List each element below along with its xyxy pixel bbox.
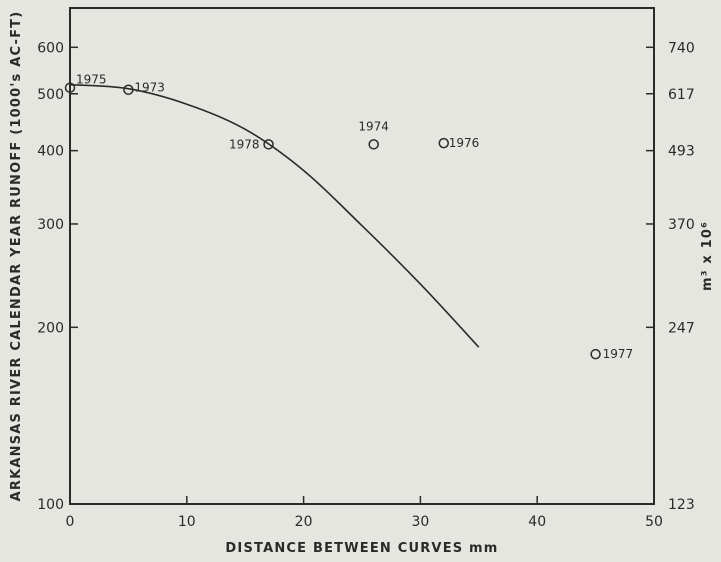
y-tick-label: 100 xyxy=(37,497,64,513)
data-point-label: 1973 xyxy=(134,81,165,95)
y2-tick-label: 247 xyxy=(668,320,695,336)
data-point-1975 xyxy=(64,82,76,93)
y-tick-label: 600 xyxy=(37,40,64,56)
y-tick-label: 200 xyxy=(37,320,64,336)
x-tick-label: 10 xyxy=(178,514,196,530)
fit-curve xyxy=(69,83,480,348)
data-point-label: 1975 xyxy=(76,73,107,87)
x-axis-ticks: 0 10 20 30 40 50 xyxy=(66,496,663,530)
data-point-1973 xyxy=(123,84,134,95)
y2-tick-label: 617 xyxy=(668,87,695,103)
data-point-label: 1974 xyxy=(358,119,389,133)
y-axis-ticks: 100 200 300 400 500 600 xyxy=(37,40,78,513)
data-point-1977 xyxy=(590,348,601,360)
x-tick-label: 20 xyxy=(295,514,313,530)
x-tick-label: 50 xyxy=(645,514,663,530)
y-tick-label: 400 xyxy=(37,144,64,160)
data-point-1978 xyxy=(263,139,274,150)
data-point-label: 1976 xyxy=(449,136,480,150)
x-tick-label: 40 xyxy=(528,514,546,530)
data-points: 1975 1973 1978 1974 1976 1977 xyxy=(64,73,634,361)
y2-tick-label: 370 xyxy=(668,217,695,233)
y-tick-label: 500 xyxy=(37,87,64,103)
data-point-label: 1977 xyxy=(603,347,634,361)
data-point-1976 xyxy=(438,137,450,149)
y2-tick-label: 493 xyxy=(668,144,695,160)
data-point-1974 xyxy=(368,139,379,150)
x-tick-label: 30 xyxy=(411,514,429,530)
x-tick-label: 0 xyxy=(66,514,75,530)
y-axis-title: ARKANSAS RIVER CALENDAR YEAR RUNOFF (100… xyxy=(9,11,24,502)
y2-axis-ticks: 740 617 493 370 247 123 xyxy=(646,40,695,513)
y2-axis-title: m³ x 10⁶ xyxy=(700,221,715,291)
y2-tick-label: 740 xyxy=(668,40,695,56)
x-axis-title: DISTANCE BETWEEN CURVES mm xyxy=(225,541,498,556)
y2-tick-label: 123 xyxy=(668,497,695,513)
y-tick-label: 300 xyxy=(37,217,64,233)
plot-frame xyxy=(69,7,655,505)
data-point-label: 1978 xyxy=(229,137,260,151)
